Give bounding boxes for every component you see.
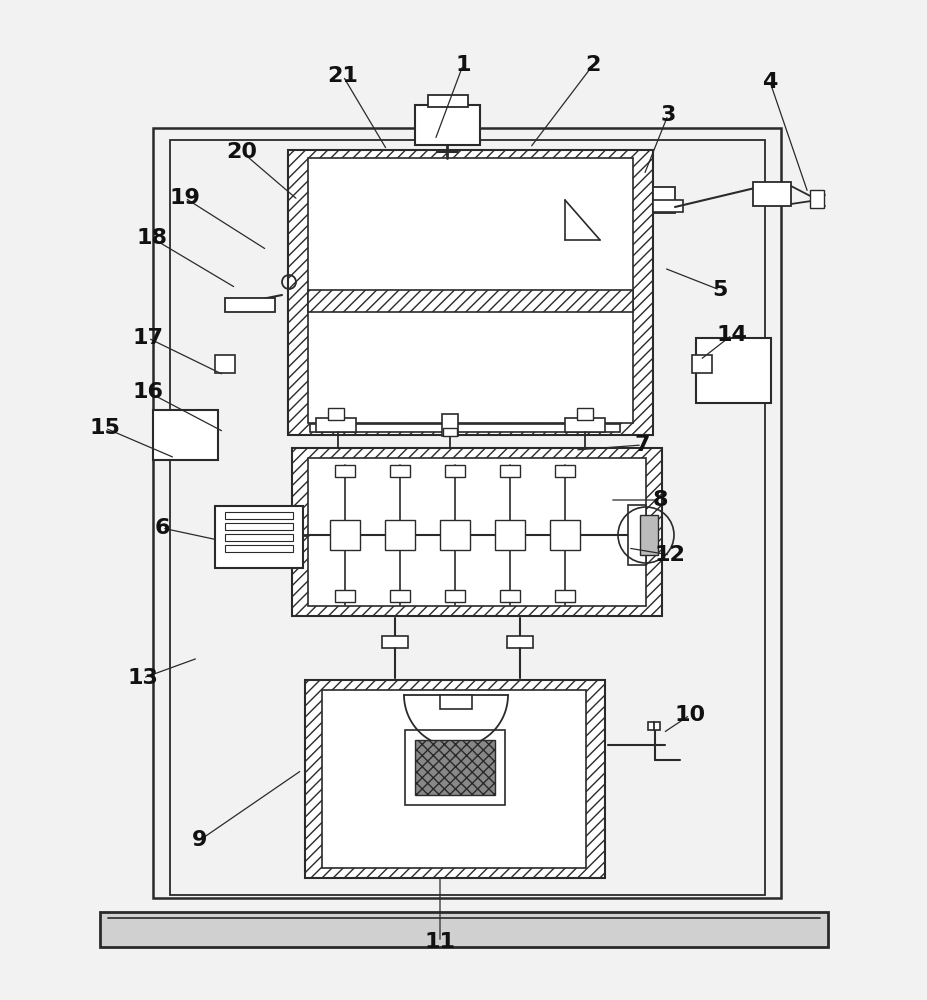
Text: 20: 20	[226, 142, 257, 162]
Bar	[292, 448, 661, 616]
Bar	[554, 590, 575, 602]
Bar	[327, 408, 344, 420]
Bar	[224, 534, 293, 541]
Bar	[752, 182, 790, 206]
Bar	[224, 545, 293, 552]
Bar	[305, 680, 604, 878]
Bar	[439, 695, 472, 709]
Bar	[628, 505, 645, 565]
Bar	[215, 506, 303, 568]
Bar	[565, 418, 604, 432]
Bar	[494, 520, 525, 550]
Bar	[647, 722, 659, 730]
Bar	[153, 128, 781, 898]
Bar	[550, 520, 579, 550]
Bar	[224, 512, 293, 519]
Bar	[506, 636, 532, 648]
Text: 15: 15	[90, 418, 121, 438]
Bar	[287, 150, 653, 435]
Text: 6: 6	[154, 518, 170, 538]
Bar	[640, 515, 657, 555]
Text: 19: 19	[170, 188, 200, 208]
Bar	[442, 428, 456, 436]
Bar	[215, 355, 235, 373]
Bar	[695, 338, 770, 403]
Bar	[445, 590, 464, 602]
Text: 17: 17	[133, 328, 163, 348]
Bar	[316, 418, 356, 432]
Bar	[322, 690, 585, 868]
Bar	[414, 740, 494, 795]
Text: 8: 8	[652, 490, 667, 510]
Bar	[577, 408, 592, 420]
Bar	[414, 105, 479, 145]
Bar	[308, 158, 632, 423]
Bar	[389, 465, 410, 477]
Bar	[445, 465, 464, 477]
Bar	[653, 187, 674, 213]
Text: 2: 2	[585, 55, 600, 75]
Text: 9: 9	[192, 830, 208, 850]
Bar	[439, 520, 469, 550]
Bar	[335, 465, 355, 477]
Text: 13: 13	[127, 668, 159, 688]
Bar	[153, 410, 218, 460]
Bar	[385, 520, 414, 550]
Bar	[500, 590, 519, 602]
Text: 7: 7	[633, 435, 649, 455]
Text: 1: 1	[455, 55, 470, 75]
Bar	[382, 636, 408, 648]
Bar	[554, 465, 575, 477]
Text: 3: 3	[660, 105, 675, 125]
Bar	[330, 520, 360, 550]
Text: 11: 11	[424, 932, 455, 952]
Bar	[441, 414, 458, 436]
Bar	[310, 424, 619, 432]
Text: 10: 10	[674, 705, 705, 725]
Polygon shape	[565, 200, 600, 240]
Text: 21: 21	[327, 66, 358, 86]
Bar	[653, 200, 682, 212]
Text: 12: 12	[654, 545, 685, 565]
Bar	[809, 190, 823, 208]
Bar	[308, 458, 645, 606]
Bar	[692, 355, 711, 373]
Bar	[224, 523, 293, 530]
Bar	[170, 140, 764, 895]
Text: 16: 16	[133, 382, 163, 402]
Bar	[308, 290, 632, 312]
Bar	[335, 590, 355, 602]
Text: 18: 18	[136, 228, 167, 248]
Text: 14: 14	[716, 325, 746, 345]
Bar	[404, 730, 504, 805]
Text: 4: 4	[761, 72, 777, 92]
Bar	[427, 95, 467, 107]
Bar	[100, 912, 827, 947]
Bar	[389, 590, 410, 602]
Text: 5: 5	[712, 280, 727, 300]
Bar	[224, 298, 274, 312]
Bar	[500, 465, 519, 477]
